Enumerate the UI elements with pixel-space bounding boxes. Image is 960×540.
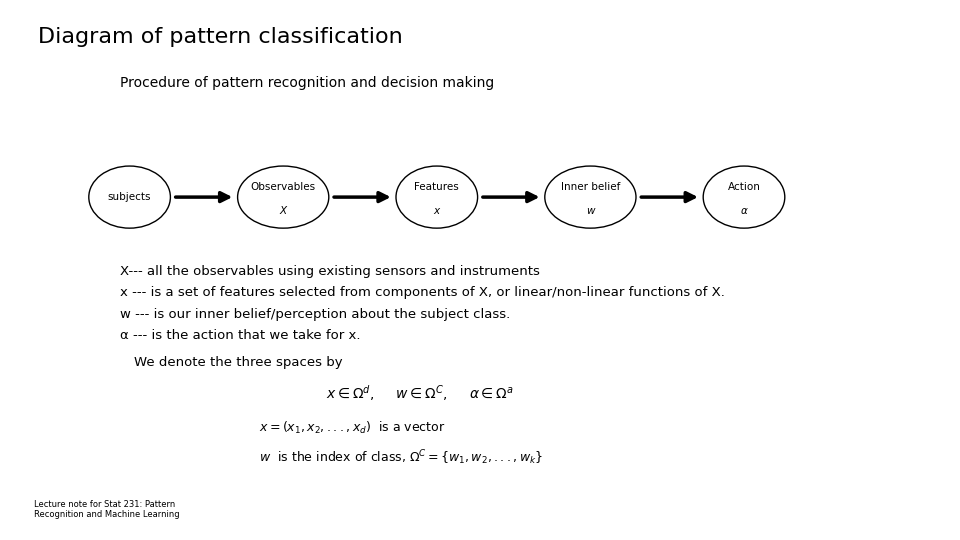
Text: x: x xyxy=(434,206,440,215)
Text: $x \in \Omega^d$,     $w \in \Omega^C$,     $\alpha \in \Omega^a$: $x \in \Omega^d$, $w \in \Omega^C$, $\al… xyxy=(326,383,515,403)
Text: α: α xyxy=(740,206,748,215)
Text: Diagram of pattern classification: Diagram of pattern classification xyxy=(38,27,403,47)
Text: w --- is our inner belief/perception about the subject class.: w --- is our inner belief/perception abo… xyxy=(120,308,511,321)
Text: Features: Features xyxy=(415,183,459,192)
Text: x --- is a set of features selected from components of X, or linear/non-linear f: x --- is a set of features selected from… xyxy=(120,286,725,299)
Text: $w$  is the index of class, $\Omega^C = \{w_1, w_2, ..., w_k\}$: $w$ is the index of class, $\Omega^C = \… xyxy=(259,448,543,467)
Text: Action: Action xyxy=(728,183,760,192)
Text: Procedure of pattern recognition and decision making: Procedure of pattern recognition and dec… xyxy=(120,76,494,90)
Text: subjects: subjects xyxy=(108,192,152,202)
Text: w: w xyxy=(587,206,594,215)
Text: Observables: Observables xyxy=(251,183,316,192)
Text: We denote the three spaces by: We denote the three spaces by xyxy=(134,356,343,369)
Text: X: X xyxy=(279,206,287,215)
Text: Lecture note for Stat 231: Pattern
Recognition and Machine Learning: Lecture note for Stat 231: Pattern Recog… xyxy=(34,500,180,519)
Text: α --- is the action that we take for x.: α --- is the action that we take for x. xyxy=(120,329,361,342)
Text: Inner belief: Inner belief xyxy=(561,183,620,192)
Text: $x = (x_1, x_2, ..., x_d)$  is a vector: $x = (x_1, x_2, ..., x_d)$ is a vector xyxy=(259,420,445,436)
Text: X--- all the observables using existing sensors and instruments: X--- all the observables using existing … xyxy=(120,265,540,278)
